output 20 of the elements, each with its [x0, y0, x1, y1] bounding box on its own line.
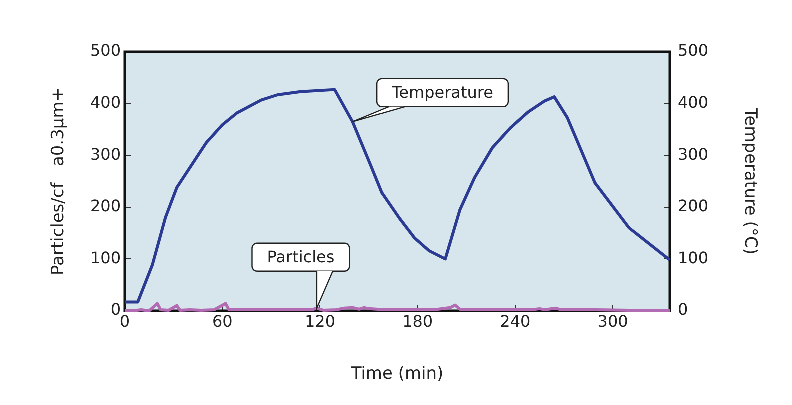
x-tick-label: 120	[304, 312, 336, 331]
x-tick-label: 180	[402, 312, 434, 331]
y2-tick-label: 500	[678, 41, 709, 60]
x-axis-title: Time (min)	[350, 364, 444, 384]
x-tick-label: 60	[212, 312, 233, 331]
y-axis-title: Particles/cf a0.3µm+	[48, 87, 69, 276]
y-tick-label: 200	[90, 196, 121, 216]
text: Particles	[267, 248, 335, 267]
y-tick-label: 500	[90, 41, 121, 60]
series-label: Temperature	[391, 83, 494, 102]
y-tick-label: 400	[90, 92, 121, 112]
y-tick-label: 300	[90, 144, 121, 164]
y-tick-label: 100	[90, 248, 121, 268]
x-tick-label: 240	[500, 312, 531, 331]
x-tick-label: 300	[598, 312, 628, 331]
y2-tick-label: 200	[678, 196, 709, 216]
y2-tick-label: 400	[678, 92, 709, 112]
y2-axis-title: Temperature (°C)	[740, 107, 760, 255]
y2-tick-label: 100	[678, 248, 709, 268]
y2-tick-label: 300	[678, 144, 709, 164]
